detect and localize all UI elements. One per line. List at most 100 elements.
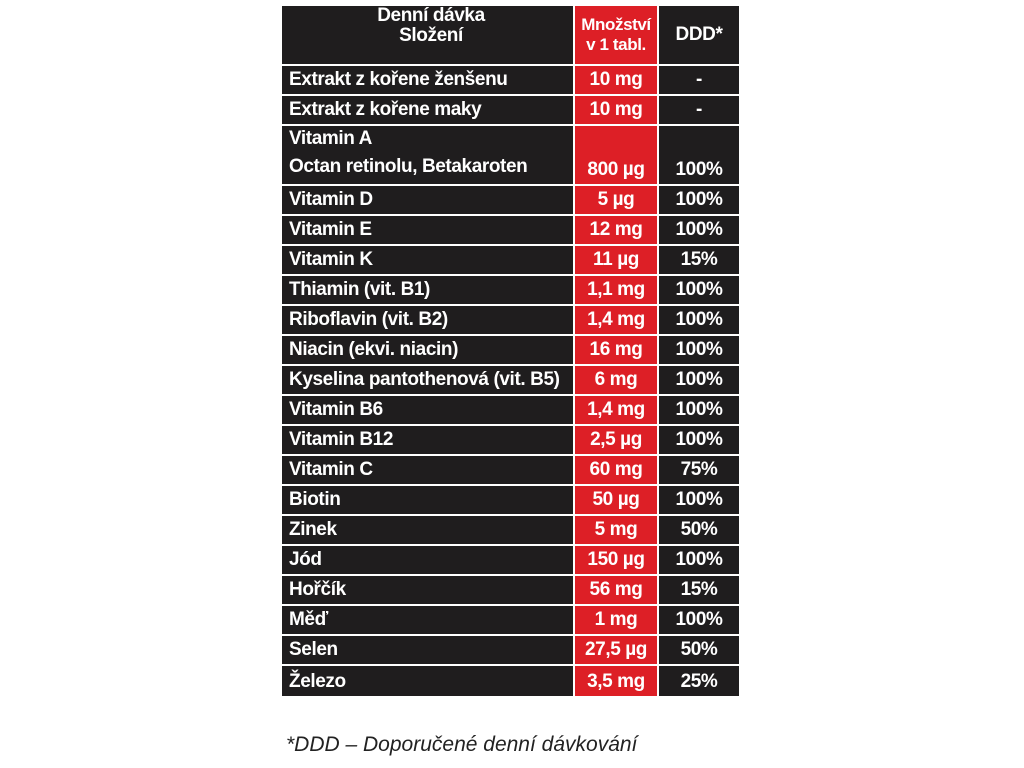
quantity-cell: 1 mg bbox=[575, 606, 659, 636]
ingredient-name: Vitamin B6 bbox=[289, 399, 383, 420]
ddd-cell: 100% bbox=[659, 216, 739, 246]
quantity-cell: 56 mg bbox=[575, 576, 659, 606]
quantity-cell: 60 mg bbox=[575, 456, 659, 486]
header-qty-line2: v 1 tabl. bbox=[586, 35, 646, 54]
header-name-line1: Denní dávka bbox=[377, 5, 485, 26]
ingredient-name-cell: Vitamin B6 bbox=[282, 396, 575, 426]
ingredient-name: Vitamin K bbox=[289, 249, 373, 270]
ddd-cell: - bbox=[659, 96, 739, 126]
quantity-cell: 800 µg bbox=[575, 126, 659, 186]
ddd-cell: 100% bbox=[659, 306, 739, 336]
ingredient-name-cell: Vitamin D bbox=[282, 186, 575, 216]
ingredient-name-cell: Riboflavin (vit. B2) bbox=[282, 306, 575, 336]
ingredient-name: Niacin (ekvi. niacin) bbox=[289, 339, 458, 360]
ddd-cell: 15% bbox=[659, 576, 739, 606]
table-row: Niacin (ekvi. niacin) 16 mg 100% bbox=[282, 336, 739, 366]
ingredient-name: Jód bbox=[289, 549, 322, 570]
quantity-cell: 150 µg bbox=[575, 546, 659, 576]
table-row: Extrakt z kořene ženšenu 10 mg - bbox=[282, 66, 739, 96]
quantity-cell: 1,4 mg bbox=[575, 306, 659, 336]
quantity-cell: 2,5 µg bbox=[575, 426, 659, 456]
ddd-cell: 100% bbox=[659, 486, 739, 516]
table-row: Jód 150 µg 100% bbox=[282, 546, 739, 576]
ingredient-name: Hořčík bbox=[289, 579, 346, 600]
ingredient-name-cell: Měď bbox=[282, 606, 575, 636]
table-row: Vitamin B12 2,5 µg 100% bbox=[282, 426, 739, 456]
ingredient-name: Riboflavin (vit. B2) bbox=[289, 309, 448, 330]
table-row: Vitamin D 5 µg 100% bbox=[282, 186, 739, 216]
header-quantity: Množství v 1 tabl. bbox=[575, 6, 659, 66]
ddd-cell: 100% bbox=[659, 276, 739, 306]
header-qty-line1: Množství bbox=[581, 15, 651, 34]
quantity-cell: 1,4 mg bbox=[575, 396, 659, 426]
quantity-cell: 10 mg bbox=[575, 66, 659, 96]
header-ddd: DDD* bbox=[659, 6, 739, 66]
ddd-cell: 100% bbox=[659, 606, 739, 636]
ingredient-name-cell: Niacin (ekvi. niacin) bbox=[282, 336, 575, 366]
ddd-cell: 100% bbox=[659, 426, 739, 456]
quantity-cell: 50 µg bbox=[575, 486, 659, 516]
table-row: Thiamin (vit. B1) 1,1 mg 100% bbox=[282, 276, 739, 306]
quantity-cell: 5 mg bbox=[575, 516, 659, 546]
quantity-cell: 27,5 µg bbox=[575, 636, 659, 666]
ingredient-name: Měď bbox=[289, 609, 328, 630]
ddd-cell: 15% bbox=[659, 246, 739, 276]
ingredient-name-cell: Vitamin K bbox=[282, 246, 575, 276]
ingredient-name: Kyselina pantothenová (vit. B5) bbox=[289, 369, 560, 390]
table-row: Riboflavin (vit. B2) 1,4 mg 100% bbox=[282, 306, 739, 336]
table-row: Vitamin E 12 mg 100% bbox=[282, 216, 739, 246]
ddd-cell: 75% bbox=[659, 456, 739, 486]
ingredient-name-cell: Biotin bbox=[282, 486, 575, 516]
ddd-cell: 100% bbox=[659, 396, 739, 426]
ingredient-name: Vitamin B12 bbox=[289, 429, 394, 450]
quantity-cell: 11 µg bbox=[575, 246, 659, 276]
quantity-cell: 12 mg bbox=[575, 216, 659, 246]
header-name-line2: Složení bbox=[399, 25, 463, 46]
table-row: Měď 1 mg 100% bbox=[282, 606, 739, 636]
table-row: Železo 3,5 mg 25% bbox=[282, 666, 739, 696]
ddd-cell: 25% bbox=[680, 671, 718, 692]
table-body: Extrakt z kořene ženšenu 10 mg - Extrakt z … bbox=[282, 66, 739, 696]
ingredient-name-cell: Extrakt z kořene maky bbox=[282, 96, 575, 126]
ddd-cell: 50% bbox=[659, 636, 739, 666]
ingredient-name: Vitamin A bbox=[289, 128, 372, 149]
ddd-cell: 100% bbox=[659, 546, 739, 576]
ingredient-name: Biotin bbox=[289, 489, 341, 510]
ingredient-name-cell: Vitamin E bbox=[282, 216, 575, 246]
ingredient-name: Vitamin E bbox=[289, 219, 372, 240]
quantity-cell: 5 µg bbox=[575, 186, 659, 216]
ingredient-name: Thiamin (vit. B1) bbox=[289, 279, 430, 300]
ingredient-name: Extrakt z kořene ženšenu bbox=[289, 69, 508, 90]
ingredient-name: Vitamin D bbox=[289, 189, 373, 210]
ingredient-name: Extrakt z kořene maky bbox=[289, 99, 482, 120]
table-row: Vitamin B6 1,4 mg 100% bbox=[282, 396, 739, 426]
ingredient-name-cell: Zinek bbox=[282, 516, 575, 546]
ingredient-name-cell: Selen bbox=[282, 636, 575, 666]
table-header-row: Denní dávka Složení Množství v 1 tabl. D… bbox=[282, 6, 739, 66]
quantity-cell: 3,5 mg bbox=[575, 666, 659, 696]
table-row: Hořčík 56 mg 15% bbox=[282, 576, 739, 606]
table-row: Zinek 5 mg 50% bbox=[282, 516, 739, 546]
table-row: Vitamin C 60 mg 75% bbox=[282, 456, 739, 486]
quantity-cell: 16 mg bbox=[575, 336, 659, 366]
ingredient-name: Selen bbox=[289, 639, 338, 660]
ddd-cell: 100% bbox=[659, 366, 739, 396]
header-composition: Denní dávka Složení bbox=[282, 6, 575, 66]
table-row: Selen 27,5 µg 50% bbox=[282, 636, 739, 666]
nutrition-table: Denní dávka Složení Množství v 1 tabl. D… bbox=[282, 6, 739, 696]
quantity-cell: 10 mg bbox=[575, 96, 659, 126]
quantity-cell: 6 mg bbox=[575, 366, 659, 396]
table-row: Kyselina pantothenová (vit. B5) 6 mg 100% bbox=[282, 366, 739, 396]
ddd-cell: 100% bbox=[659, 336, 739, 366]
ingredient-name-cell: Jód bbox=[282, 546, 575, 576]
ingredient-name-cell: Vitamin B12 bbox=[282, 426, 575, 456]
ingredient-subname: Octan retinolu, Betakaroten bbox=[289, 156, 528, 177]
table-row: Vitamin K 11 µg 15% bbox=[282, 246, 739, 276]
table-row: Biotin 50 µg 100% bbox=[282, 486, 739, 516]
ingredient-name-cell: Extrakt z kořene ženšenu bbox=[282, 66, 575, 96]
ingredient-name-cell: Železo bbox=[282, 666, 575, 696]
ddd-cell: 50% bbox=[659, 516, 739, 546]
ddd-cell: 100% bbox=[659, 126, 739, 186]
ingredient-name-cell: Vitamin A Octan retinolu, Betakaroten bbox=[282, 126, 575, 186]
ingredient-name-cell: Thiamin (vit. B1) bbox=[282, 276, 575, 306]
